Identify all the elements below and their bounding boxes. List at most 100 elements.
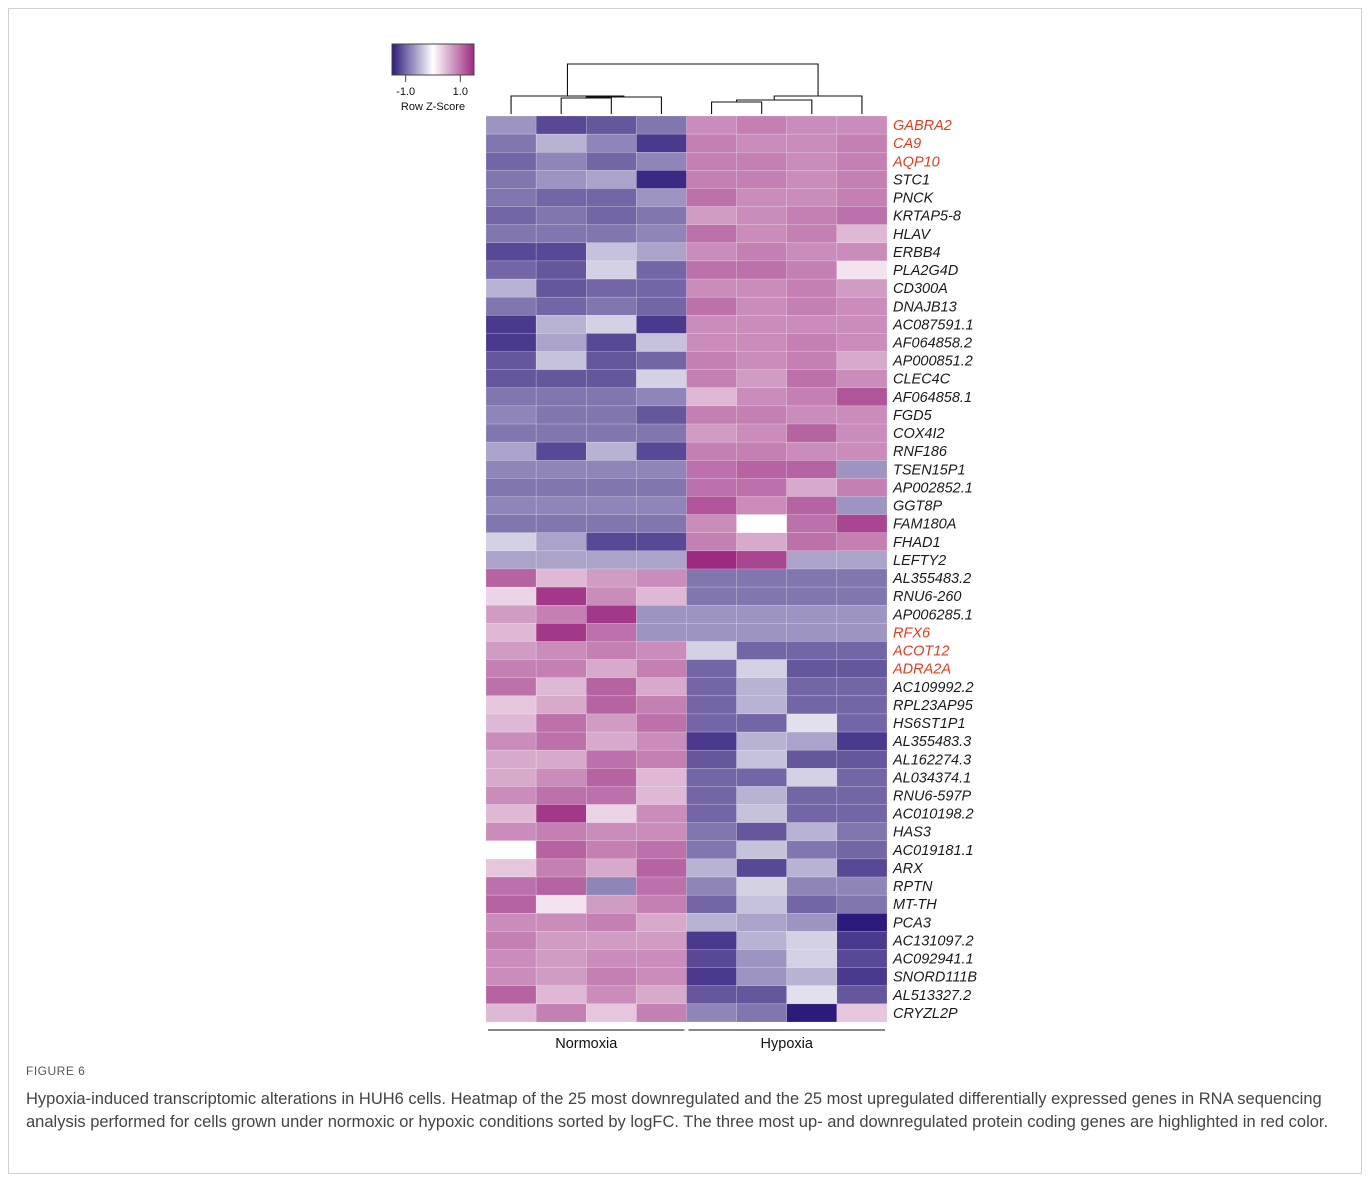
heatmap-cell xyxy=(736,713,788,733)
heatmap-cell xyxy=(485,931,537,950)
heatmap-cell xyxy=(686,550,737,570)
gene-label: LEFTY2 xyxy=(893,553,946,569)
heatmap-cell xyxy=(485,333,537,352)
heatmap-cell xyxy=(836,532,888,552)
heatmap-cell xyxy=(786,949,838,968)
heatmap-cell xyxy=(636,604,687,624)
gene-label: AP000851.2 xyxy=(892,354,973,370)
heatmap-cell xyxy=(535,949,587,968)
heatmap-cell xyxy=(686,695,737,715)
heatmap-cell xyxy=(736,170,788,189)
gene-label: HAS3 xyxy=(893,825,931,841)
heatmap-cell xyxy=(836,641,888,660)
heatmap-cell xyxy=(636,423,687,443)
heatmap-cell xyxy=(686,858,737,878)
heatmap-cell xyxy=(786,804,838,823)
heatmap-cell xyxy=(485,441,537,461)
color-key-tick-label: -1.0 xyxy=(396,86,415,98)
heatmap-cell xyxy=(686,170,737,189)
heatmap-cell xyxy=(586,894,637,914)
heatmap-cell xyxy=(836,170,888,189)
heatmap-cell xyxy=(686,315,737,334)
gene-label: AF064858.2 xyxy=(892,336,972,352)
heatmap-cell xyxy=(485,550,537,570)
heatmap-cell xyxy=(636,369,687,389)
heatmap-cell xyxy=(736,586,788,606)
gene-label: AC131097.2 xyxy=(892,933,974,949)
heatmap-cell xyxy=(836,876,888,896)
heatmap-cell xyxy=(786,786,838,805)
heatmap-cell xyxy=(535,369,587,389)
gene-label: GGT8P xyxy=(893,499,942,515)
gene-labels: GABRA2 CA9 AQP10 STC1 PNCK KRTAP5-8 HLAV ERBB4 P… xyxy=(892,118,977,1022)
dendrogram-branch xyxy=(711,101,763,114)
heatmap-cell xyxy=(686,242,737,262)
gene-label: RPL23AP95 xyxy=(893,698,974,714)
heatmap-cell xyxy=(535,441,587,461)
heatmap-cell xyxy=(586,170,637,189)
heatmap-cell xyxy=(786,260,838,280)
heatmap-cell xyxy=(836,188,888,207)
heatmap-cell xyxy=(485,876,537,896)
heatmap-cell xyxy=(535,278,587,298)
heatmap-cell xyxy=(786,296,838,316)
heatmap-cell xyxy=(535,315,587,334)
heatmap-cell xyxy=(535,641,587,660)
heatmap-cell xyxy=(485,405,537,425)
heatmap-cell xyxy=(485,478,537,497)
heatmap-cell xyxy=(836,913,888,932)
gene-label: CLEC4C xyxy=(893,372,951,388)
color-key-bar xyxy=(391,43,475,76)
heatmap-cell xyxy=(636,913,687,932)
heatmap-cell xyxy=(485,170,537,189)
heatmap-cell xyxy=(836,460,888,479)
heatmap-cell xyxy=(836,387,888,407)
heatmap-cell xyxy=(485,786,537,805)
heatmap-cell xyxy=(586,604,637,624)
gene-label: HS6ST1P1 xyxy=(893,716,966,732)
heatmap-cell xyxy=(535,623,587,642)
heatmap-cell xyxy=(686,496,737,515)
heatmap-cell xyxy=(485,641,537,660)
color-key-tick-label: 1.0 xyxy=(453,86,468,98)
heatmap-cell xyxy=(636,931,687,950)
gene-label: AL355483.3 xyxy=(892,734,971,750)
heatmap-cell xyxy=(736,133,788,153)
heatmap-cell xyxy=(736,423,788,443)
heatmap-cell xyxy=(686,659,737,678)
heatmap-cell xyxy=(736,894,788,914)
heatmap-cell xyxy=(586,514,637,534)
heatmap-cell xyxy=(485,659,537,678)
heatmap-cell xyxy=(636,731,687,751)
heatmap-cell xyxy=(736,206,788,225)
heatmap-cell xyxy=(586,858,637,878)
heatmap-cell xyxy=(586,151,637,171)
heatmap-cell xyxy=(535,931,587,950)
heatmap-cell xyxy=(586,315,637,334)
gene-label: CA9 xyxy=(893,136,921,152)
heatmap-cell xyxy=(786,768,838,787)
heatmap-cell xyxy=(836,296,888,316)
gene-label: ADRA2A xyxy=(892,662,951,678)
heatmap-cell xyxy=(786,478,838,497)
heatmap-cell xyxy=(686,206,737,225)
heatmap-cell xyxy=(786,532,838,552)
heatmap-cell xyxy=(686,478,737,497)
heatmap-cell xyxy=(836,242,888,262)
heatmap-cell xyxy=(786,822,838,842)
gene-label: RNF186 xyxy=(893,444,948,460)
gene-label: GABRA2 xyxy=(893,118,952,134)
heatmap-cell xyxy=(836,786,888,805)
heatmap-cell xyxy=(736,967,788,987)
heatmap-cell xyxy=(686,151,737,171)
heatmap-cell xyxy=(586,659,637,678)
heatmap-cell xyxy=(686,224,737,244)
heatmap-cell xyxy=(586,242,637,262)
heatmap-cell xyxy=(686,532,737,552)
heatmap-cell xyxy=(786,659,838,678)
heatmap-cell xyxy=(485,604,537,624)
heatmap-cell xyxy=(636,695,687,715)
heatmap-cell xyxy=(736,623,788,642)
heatmap-cell xyxy=(636,749,687,769)
heatmap-cell xyxy=(535,677,587,697)
